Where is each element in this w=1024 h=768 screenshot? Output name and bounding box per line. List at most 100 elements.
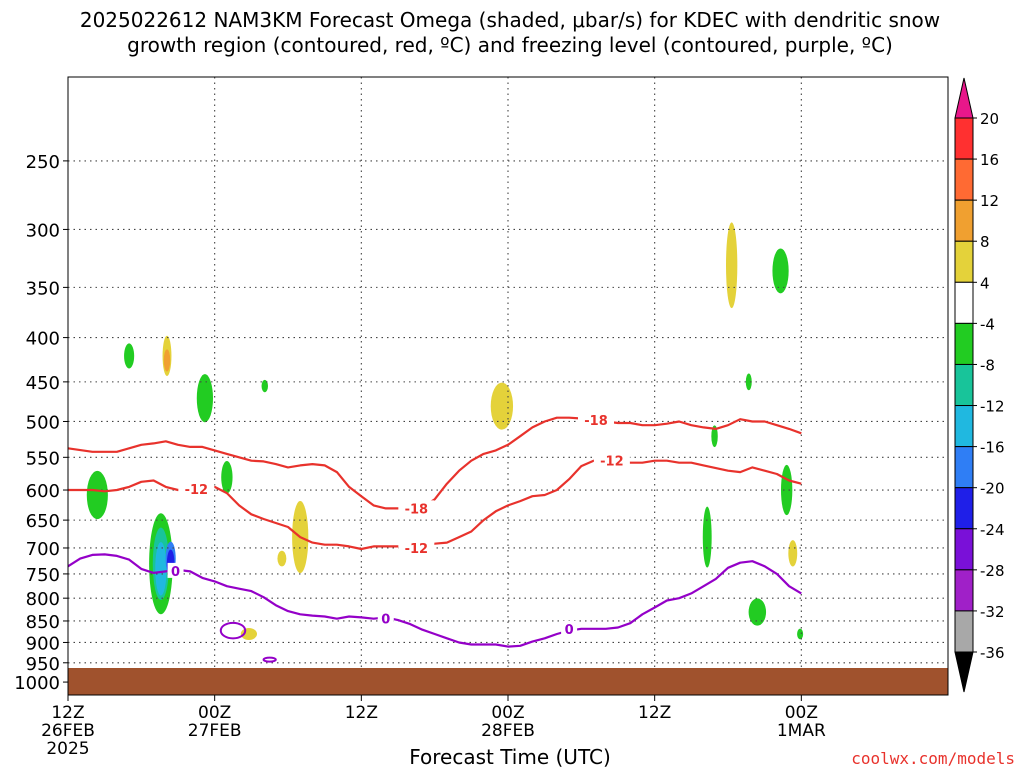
y-tick-label: 750 — [26, 565, 60, 586]
contour-label: 0 — [171, 565, 180, 580]
omega-blob — [711, 425, 718, 448]
colorbar-label: 8 — [980, 233, 990, 251]
y-tick-label: 300 — [26, 220, 60, 241]
contour-label-bg — [561, 620, 578, 636]
y-tick-label: 850 — [26, 612, 60, 633]
y-tick-label: 350 — [26, 278, 60, 299]
omega-blob — [788, 540, 798, 567]
contour-label-bg — [593, 452, 630, 468]
y-tick-label: 800 — [26, 589, 60, 610]
colorbar: 20 16 12 8 4 -4 -8 -12 -16 -20 -24 -28 -32 -36 — [954, 77, 1005, 693]
x-tick-label: 12Z — [638, 703, 671, 723]
chart-title-line-1: 2025022612 NAM3KM Forecast Omega (shaded… — [80, 8, 940, 32]
omega-blob — [124, 343, 135, 369]
y-tick-label: 1000 — [14, 673, 60, 694]
y-tick-label: 500 — [26, 412, 60, 433]
y-tick-label: 400 — [26, 329, 60, 350]
colorbar-label: 20 — [980, 110, 999, 128]
colorbar-swatch — [954, 322, 974, 365]
omega-blob — [155, 542, 167, 596]
contours: -18 -12 -18 -12 -12 0 0 0 — [67, 411, 802, 663]
colorbar-swatch — [954, 487, 974, 530]
y-tick-label: 450 — [26, 373, 60, 394]
y-tick-label: 700 — [26, 539, 60, 560]
omega-blob — [745, 373, 752, 391]
omega-blob — [163, 349, 171, 372]
colorbar-bottom-arrow — [954, 651, 974, 693]
colorbar-label: -12 — [980, 398, 1005, 416]
contour-label: -12 — [405, 542, 429, 557]
omega-blob — [261, 379, 268, 393]
colorbar-swatch — [954, 281, 974, 324]
colorbar-swatch — [954, 240, 974, 283]
contour-label: 0 — [565, 623, 574, 638]
omega-blob — [726, 222, 738, 309]
colorbar-swatch — [954, 610, 974, 653]
colorbar-swatch — [954, 363, 974, 407]
y-tick-label: 950 — [26, 654, 60, 675]
contour-label-bg — [578, 411, 614, 427]
colorbar-label: 4 — [980, 274, 990, 292]
x-tick-label: 12Z — [345, 703, 378, 723]
colorbar-label: -36 — [980, 644, 1005, 662]
x-tick-label: 00Z — [491, 703, 524, 723]
x-tick-date: 2025 — [46, 739, 89, 759]
freezing-contour-ring — [219, 621, 247, 640]
chart-title-line-2: growth region (contoured, red, ºC) and f… — [127, 33, 893, 57]
credit-label: coolwx.com/models — [851, 749, 1015, 768]
x-tick-label: 00Z — [785, 703, 818, 723]
y-tick-label: 600 — [26, 481, 60, 502]
colorbar-swatch — [954, 569, 974, 612]
contour-label: -12 — [185, 483, 209, 498]
colorbar-label: 16 — [980, 151, 999, 169]
x-tick-date: 28FEB — [481, 721, 535, 741]
y-axis: 2503003504004505005506006507007508008509… — [14, 152, 68, 694]
colorbar-swatch — [954, 158, 974, 201]
omega-blob — [797, 628, 804, 640]
colorbar-label: -20 — [980, 480, 1005, 498]
y-tick-label: 900 — [26, 633, 60, 654]
colorbar-label: 12 — [980, 192, 999, 210]
y-tick-label: 650 — [26, 511, 60, 532]
contour-line — [67, 416, 802, 510]
freezing-contour-ring — [262, 656, 277, 663]
contour-label: -18 — [405, 502, 429, 517]
colorbar-label: -24 — [980, 521, 1005, 539]
omega-blob — [86, 470, 108, 520]
omega-blob — [196, 374, 213, 423]
contour-label-bg — [377, 610, 394, 626]
colorbar-label: -4 — [980, 315, 995, 333]
x-tick-label: 12Z — [51, 703, 84, 723]
colorbar-label: -32 — [980, 603, 1005, 621]
colorbar-label: -16 — [980, 439, 1005, 457]
x-tick-label: 00Z — [198, 703, 231, 723]
contour-label: -18 — [584, 414, 608, 429]
x-tick-date: 27FEB — [188, 721, 242, 741]
x-axis-label: Forecast Time (UTC) — [409, 745, 611, 768]
colorbar-swatch — [954, 117, 974, 160]
omega-blob — [490, 382, 514, 430]
colorbar-swatch — [954, 199, 974, 242]
omega-blob — [748, 598, 767, 626]
gridlines — [68, 77, 948, 695]
contour-line — [67, 553, 802, 648]
colorbar-label: -8 — [980, 356, 995, 374]
omega-blob — [772, 248, 789, 294]
y-tick-label: 550 — [26, 448, 60, 469]
colorbar-swatch — [954, 405, 974, 448]
contour-label-bg — [398, 500, 435, 516]
omega-blob — [781, 464, 793, 516]
colorbar-top-arrow — [954, 77, 974, 119]
x-tick-date: 1MAR — [777, 721, 826, 741]
plot-area: -18 -12 -18 -12 -12 0 0 0 — [67, 76, 949, 696]
colorbar-label: -28 — [980, 562, 1005, 580]
contour-label-bg — [178, 480, 215, 496]
contour-label-bg — [398, 539, 435, 555]
omega-blob — [221, 461, 233, 494]
ground-layer — [68, 668, 948, 695]
contour-label: -12 — [600, 455, 624, 470]
contour-label: 0 — [381, 613, 390, 628]
x-tick-date: 26FEB — [41, 721, 95, 741]
